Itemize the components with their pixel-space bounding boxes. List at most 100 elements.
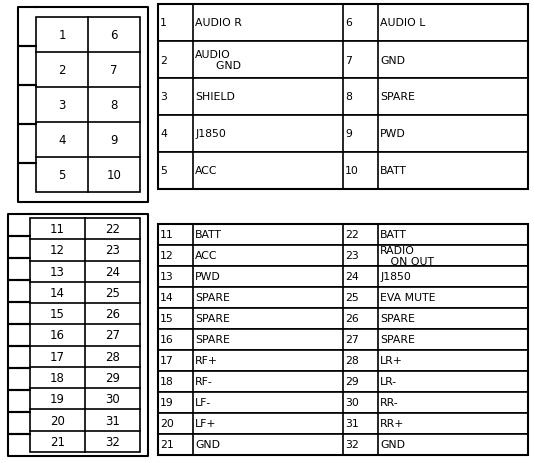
Text: 27: 27 <box>345 335 359 345</box>
Bar <box>158 308 528 329</box>
Text: 30: 30 <box>345 398 359 407</box>
Text: GND: GND <box>380 439 405 450</box>
Bar <box>158 329 528 350</box>
Text: LF+: LF+ <box>195 419 217 429</box>
Text: BATT: BATT <box>380 166 407 176</box>
Text: RR+: RR+ <box>380 419 405 429</box>
Text: LF-: LF- <box>195 398 211 407</box>
Text: 17: 17 <box>160 356 174 366</box>
Text: RF-: RF- <box>195 377 213 387</box>
Text: 15: 15 <box>50 307 65 320</box>
Text: 18: 18 <box>160 377 174 387</box>
Text: 22: 22 <box>105 223 120 236</box>
Text: 25: 25 <box>105 286 120 299</box>
Text: PWD: PWD <box>380 129 406 139</box>
Text: 28: 28 <box>105 350 120 363</box>
Text: SPARE: SPARE <box>380 335 415 345</box>
Text: 7: 7 <box>110 64 118 77</box>
Text: 10: 10 <box>345 166 359 176</box>
Text: 20: 20 <box>160 419 174 429</box>
Bar <box>158 288 528 308</box>
Text: 11: 11 <box>160 230 174 240</box>
Bar <box>158 79 528 116</box>
Text: 8: 8 <box>111 99 117 112</box>
Text: 27: 27 <box>105 329 120 342</box>
Text: PWD: PWD <box>195 272 221 282</box>
Bar <box>158 5 528 189</box>
Text: 10: 10 <box>107 169 121 181</box>
Text: 16: 16 <box>50 329 65 342</box>
Text: BATT: BATT <box>380 230 407 240</box>
Text: BATT: BATT <box>195 230 222 240</box>
Text: 4: 4 <box>160 129 167 139</box>
Text: 25: 25 <box>345 293 359 303</box>
Bar <box>158 413 528 434</box>
Text: GND: GND <box>195 439 220 450</box>
Text: 29: 29 <box>105 371 120 384</box>
Text: 7: 7 <box>345 56 352 65</box>
Text: 13: 13 <box>160 272 174 282</box>
Text: 19: 19 <box>50 393 65 406</box>
Text: 1: 1 <box>58 29 66 42</box>
Text: 17: 17 <box>50 350 65 363</box>
Text: SPARE: SPARE <box>195 293 230 303</box>
Text: 3: 3 <box>160 92 167 102</box>
Text: RADIO
   ON OUT: RADIO ON OUT <box>380 245 434 267</box>
Text: 24: 24 <box>105 265 120 278</box>
Bar <box>158 245 528 266</box>
Text: 31: 31 <box>105 414 120 427</box>
Text: SPARE: SPARE <box>195 314 230 324</box>
Bar <box>30 219 140 452</box>
Text: 23: 23 <box>105 244 120 257</box>
Text: 26: 26 <box>345 314 359 324</box>
Bar <box>158 434 528 455</box>
Text: SPARE: SPARE <box>380 92 415 102</box>
Text: 19: 19 <box>160 398 174 407</box>
Text: 15: 15 <box>160 314 174 324</box>
Text: 24: 24 <box>345 272 359 282</box>
Text: 20: 20 <box>50 414 65 427</box>
Text: 30: 30 <box>105 393 120 406</box>
Text: 6: 6 <box>110 29 118 42</box>
Text: SPARE: SPARE <box>195 335 230 345</box>
Bar <box>36 18 140 193</box>
Text: J1850: J1850 <box>195 129 226 139</box>
Text: 14: 14 <box>160 293 174 303</box>
Text: RR-: RR- <box>380 398 399 407</box>
Text: RF+: RF+ <box>195 356 218 366</box>
Text: 11: 11 <box>50 223 65 236</box>
Text: AUDIO R: AUDIO R <box>195 19 242 28</box>
Bar <box>158 5 528 42</box>
Text: 9: 9 <box>345 129 352 139</box>
Text: EVA MUTE: EVA MUTE <box>380 293 436 303</box>
Text: 18: 18 <box>50 371 65 384</box>
Text: 6: 6 <box>345 19 352 28</box>
Bar <box>158 116 528 153</box>
Text: 12: 12 <box>50 244 65 257</box>
Text: 21: 21 <box>160 439 174 450</box>
Text: 4: 4 <box>58 134 66 147</box>
Text: 22: 22 <box>345 230 359 240</box>
Bar <box>158 153 528 189</box>
Text: 2: 2 <box>58 64 66 77</box>
Text: GND: GND <box>380 56 405 65</box>
Bar <box>158 392 528 413</box>
Bar <box>158 371 528 392</box>
Text: ACC: ACC <box>195 251 218 261</box>
Text: ACC: ACC <box>195 166 218 176</box>
Text: 13: 13 <box>50 265 65 278</box>
Text: 12: 12 <box>160 251 174 261</box>
Text: 32: 32 <box>345 439 359 450</box>
Text: 21: 21 <box>50 435 65 448</box>
Bar <box>158 350 528 371</box>
Bar <box>158 266 528 288</box>
Text: SHIELD: SHIELD <box>195 92 235 102</box>
Text: 32: 32 <box>105 435 120 448</box>
Text: 26: 26 <box>105 307 120 320</box>
Text: SPARE: SPARE <box>380 314 415 324</box>
Text: LR-: LR- <box>380 377 397 387</box>
Text: 5: 5 <box>160 166 167 176</box>
Text: 14: 14 <box>50 286 65 299</box>
Text: 29: 29 <box>345 377 359 387</box>
Bar <box>158 42 528 79</box>
